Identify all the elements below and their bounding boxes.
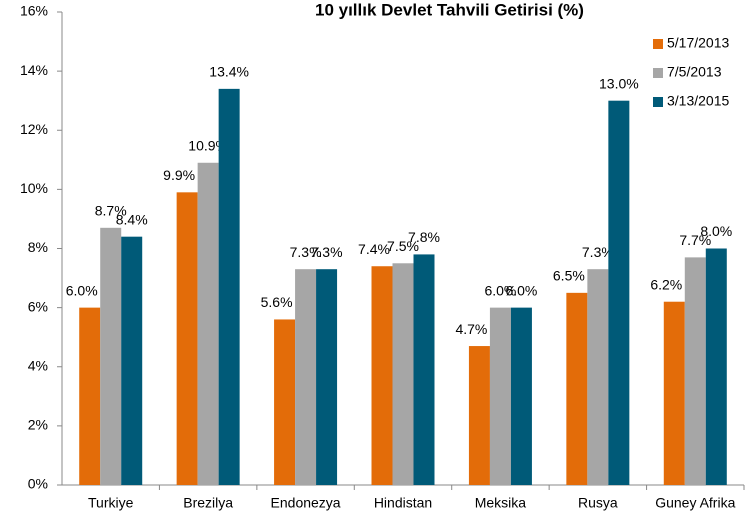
bar — [371, 266, 393, 485]
bar — [121, 236, 143, 485]
legend-label: 5/17/2013 — [667, 35, 729, 51]
value-label: 7.8% — [408, 229, 440, 245]
x-tick-label: Hindistan — [374, 495, 432, 511]
value-label: 5.6% — [261, 294, 293, 310]
value-label: 6.5% — [553, 268, 585, 284]
legend-label: 7/5/2013 — [667, 64, 722, 80]
y-tick-label: 0% — [28, 476, 48, 492]
bar — [176, 192, 198, 486]
value-label: 13.4% — [209, 64, 249, 80]
y-tick-label: 10% — [20, 180, 48, 196]
value-label: 9.9% — [163, 167, 195, 183]
value-label: 7.3% — [311, 244, 343, 260]
bar — [608, 100, 630, 485]
value-label: 7.7% — [679, 232, 711, 248]
value-label: 8.0% — [700, 223, 732, 239]
y-tick-label: 16% — [20, 3, 48, 19]
x-tick-label: Endonezya — [271, 495, 341, 511]
value-label: 7.3% — [290, 244, 322, 260]
bar — [218, 88, 240, 486]
value-label: 7.4% — [358, 241, 390, 257]
x-tick-label: Brezilya — [183, 495, 233, 511]
bar — [663, 301, 685, 485]
value-label: 7.3% — [582, 244, 614, 260]
value-label: 8.4% — [116, 211, 148, 227]
bar — [295, 269, 317, 485]
bar — [566, 292, 588, 485]
y-tick-label: 2% — [28, 417, 48, 433]
legend-label: 3/13/2015 — [667, 93, 729, 109]
legend-swatch — [653, 68, 663, 78]
value-label: 10.9% — [188, 137, 228, 153]
x-tick-label: Rusya — [578, 495, 618, 511]
legend-swatch — [653, 39, 663, 49]
legend-swatch — [653, 97, 663, 107]
value-label: 7.5% — [387, 238, 419, 254]
y-tick-label: 8% — [28, 239, 48, 255]
bar — [684, 257, 706, 485]
bar — [392, 263, 414, 485]
bar — [468, 346, 490, 485]
value-label: 6.0% — [66, 282, 98, 298]
bar — [316, 269, 338, 485]
y-tick-label: 12% — [20, 121, 48, 137]
y-tick-label: 14% — [20, 62, 48, 78]
x-tick-label: Guney Afrika — [655, 495, 735, 511]
value-label: 6.0% — [484, 282, 516, 298]
bar — [587, 269, 609, 485]
value-label: 4.7% — [455, 321, 487, 337]
y-tick-label: 6% — [28, 298, 48, 314]
bar — [413, 254, 435, 485]
bar — [489, 307, 511, 485]
bar — [100, 227, 122, 485]
bar — [197, 162, 219, 486]
bar — [705, 248, 727, 485]
chart-title: 10 yıllık Devlet Tahvili Getirisi (%) — [315, 0, 584, 19]
value-label: 13.0% — [599, 75, 639, 91]
value-label: 6.2% — [650, 276, 682, 292]
x-tick-label: Meksika — [475, 495, 527, 511]
value-label: 6.0% — [505, 282, 537, 298]
bar — [510, 307, 532, 485]
bar — [274, 319, 296, 485]
bar — [79, 307, 101, 485]
x-tick-label: Turkiye — [88, 495, 134, 511]
y-tick-label: 4% — [28, 357, 48, 373]
value-label: 8.7% — [95, 203, 127, 219]
